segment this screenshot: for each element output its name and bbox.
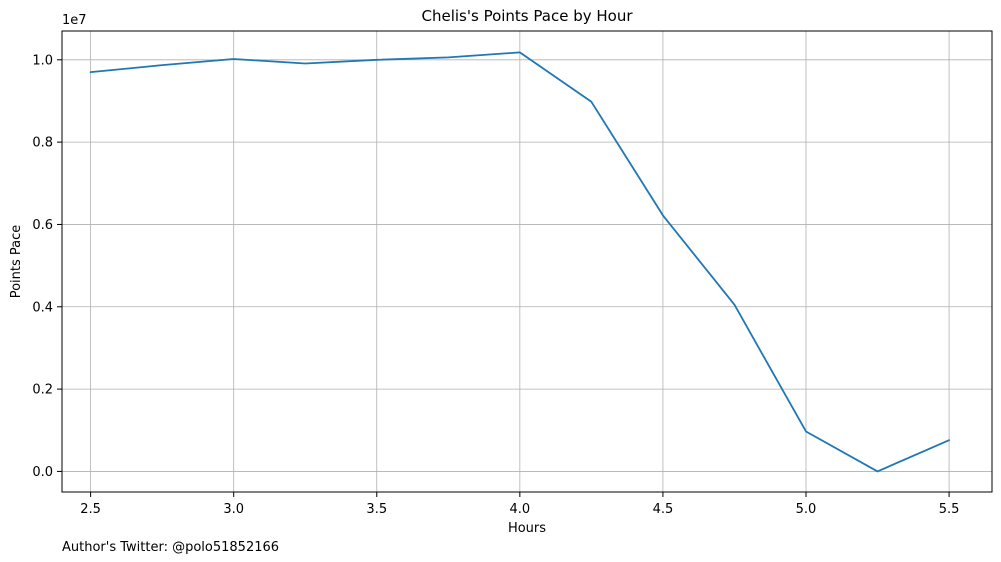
x-tick-label: 5.5 [939, 502, 960, 517]
y-tick-label: 0.6 [32, 218, 53, 233]
x-axis-label: Hours [508, 521, 546, 536]
chart-title: Chelis's Points Pace by Hour [422, 7, 634, 25]
series-line [89, 51, 950, 473]
y-tick-label: 0.8 [32, 136, 53, 151]
x-tick-label: 3.5 [366, 502, 387, 517]
x-tick-label: 4.5 [653, 502, 674, 517]
author-twitter-footer: Author's Twitter: @polo51852166 [62, 540, 279, 555]
tick-layer: 2.5 3.0 3.5 4.0 4.5 5.0 5.5 0.0 0.2 0.4 0.6 0.8 1.0 [32, 53, 959, 517]
y-tick-label: 1.0 [32, 53, 53, 68]
grid-layer [62, 31, 992, 492]
y-axis-label: Points Pace [9, 225, 24, 299]
plot-frame [61, 30, 993, 493]
y-tick-label: 0.4 [32, 300, 53, 315]
y-axis-offset-label: 1e7 [62, 13, 87, 28]
y-tick-label: 0.2 [32, 383, 53, 398]
series-layer [89, 51, 950, 473]
x-tick-label: 3.0 [223, 502, 244, 517]
x-tick-label: 4.0 [510, 502, 531, 517]
x-tick-label: 5.0 [796, 502, 817, 517]
y-tick-label: 0.0 [32, 465, 53, 480]
x-tick-label: 2.5 [80, 502, 101, 517]
